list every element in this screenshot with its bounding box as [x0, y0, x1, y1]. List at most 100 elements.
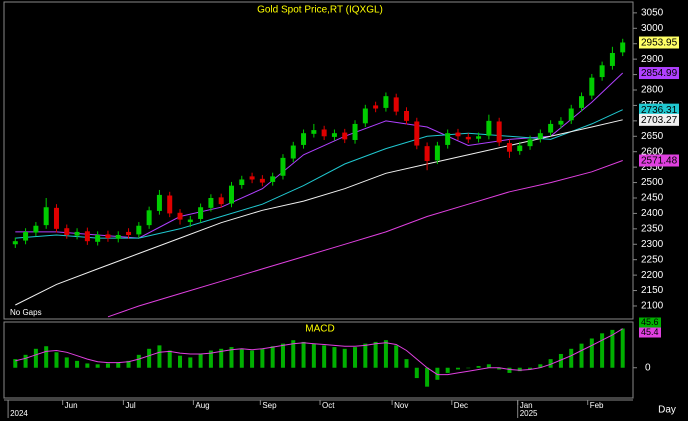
price-tag: 2703.27 [641, 115, 678, 126]
candle-body [465, 136, 471, 140]
candle-body [352, 123, 358, 140]
year-label: 2025 [520, 409, 538, 418]
macd-tag-box [639, 317, 661, 328]
macd-bar [579, 343, 584, 368]
candle-body [136, 225, 142, 235]
candle-body [527, 139, 533, 147]
candle-body [373, 105, 379, 109]
price-tag: 2854.99 [641, 68, 678, 79]
candle-body [383, 96, 389, 108]
price-tag-box [639, 36, 679, 49]
candle-body [589, 77, 595, 96]
y-tick-label: 2600 [641, 146, 664, 157]
candle-body [301, 133, 307, 145]
candle-body [579, 96, 585, 108]
x-tick-label: Jun [65, 401, 78, 410]
macd-bar [280, 343, 285, 368]
candle-body [64, 228, 70, 236]
macd-bar [528, 367, 533, 370]
macd-bar [136, 354, 141, 368]
candle-body [455, 132, 461, 137]
macd-bar [435, 367, 440, 380]
y-tick-label: 3000 [641, 23, 664, 34]
macd-bar [95, 364, 100, 368]
y-tick-label: 2800 [641, 85, 664, 96]
note: No Gaps [10, 308, 42, 317]
y-tick-label: 2500 [641, 177, 664, 188]
candle-body [146, 210, 152, 226]
macd-bar [301, 341, 306, 368]
macd-bar [620, 328, 625, 368]
x-tick-label: Sep [262, 401, 277, 410]
candle-body [105, 234, 111, 239]
candle-body [496, 121, 502, 143]
macd-bar [589, 338, 594, 368]
candle-body [228, 185, 234, 204]
candle-body [198, 207, 204, 219]
candle-body [445, 133, 451, 145]
macd-bar [178, 355, 183, 368]
chart-title: Gold Spot Price,RT (IQXGL) [257, 5, 383, 16]
macd-bar [610, 329, 615, 368]
candle-body [126, 231, 132, 236]
macd-bar [600, 333, 605, 368]
macd-bar [116, 362, 121, 368]
macd-bar [507, 367, 512, 373]
moving-average [107, 160, 623, 318]
candle-body [95, 235, 101, 242]
macd-tag: 45.4 [641, 327, 659, 337]
candle-body [362, 108, 368, 124]
price-tag: 2736.31 [641, 105, 678, 116]
candle-body [434, 145, 440, 161]
x-unit-label: Day [658, 405, 676, 416]
price-tag-box [639, 113, 679, 126]
candle-body [259, 178, 265, 183]
y-tick-label: 2100 [641, 301, 664, 312]
macd-bar [219, 348, 224, 368]
macd-bar [383, 340, 388, 368]
macd-bar [404, 359, 409, 368]
candle-body [568, 108, 574, 121]
candle-body [558, 120, 564, 125]
macd-bar [517, 367, 522, 372]
macd-bar [476, 366, 481, 368]
macd-signal [15, 328, 623, 376]
y-tick-label: 2200 [641, 270, 664, 281]
macd-bar [466, 367, 471, 369]
macd-bar [455, 367, 460, 370]
y-tick-label: 2550 [641, 162, 664, 173]
candle-body [156, 194, 162, 211]
x-tick-label: Jul [125, 401, 135, 410]
candle-body [187, 219, 193, 223]
candle-body [84, 231, 90, 242]
y-tick-label: 2250 [641, 254, 664, 265]
candle-body [620, 42, 626, 53]
macd-bar [486, 364, 491, 368]
x-tick-label: Jan [520, 401, 533, 410]
candle-body [270, 176, 276, 182]
y-tick-label: 2150 [641, 285, 664, 296]
x-tick-label: Nov [394, 401, 408, 410]
macd-bar [33, 348, 38, 368]
candle-body [599, 65, 605, 78]
price-panel [3, 1, 634, 320]
macd-bar [75, 360, 80, 368]
macd-bar [260, 348, 265, 368]
macd-bar [373, 341, 378, 368]
y-tick-label: 2900 [641, 54, 664, 65]
price-tag-box [639, 67, 679, 80]
year-label: 2024 [10, 409, 28, 418]
macd-bar [208, 350, 213, 368]
macd-bar [126, 360, 131, 368]
macd-tag-box [639, 327, 661, 338]
candle-body [342, 132, 348, 140]
macd-bar [548, 359, 553, 368]
candle-body [208, 197, 214, 208]
candle-body [517, 145, 523, 152]
candle-body [239, 179, 245, 186]
x-tick-label: Aug [195, 401, 209, 410]
price-tag-box [639, 154, 679, 167]
macd-bar [229, 347, 234, 368]
